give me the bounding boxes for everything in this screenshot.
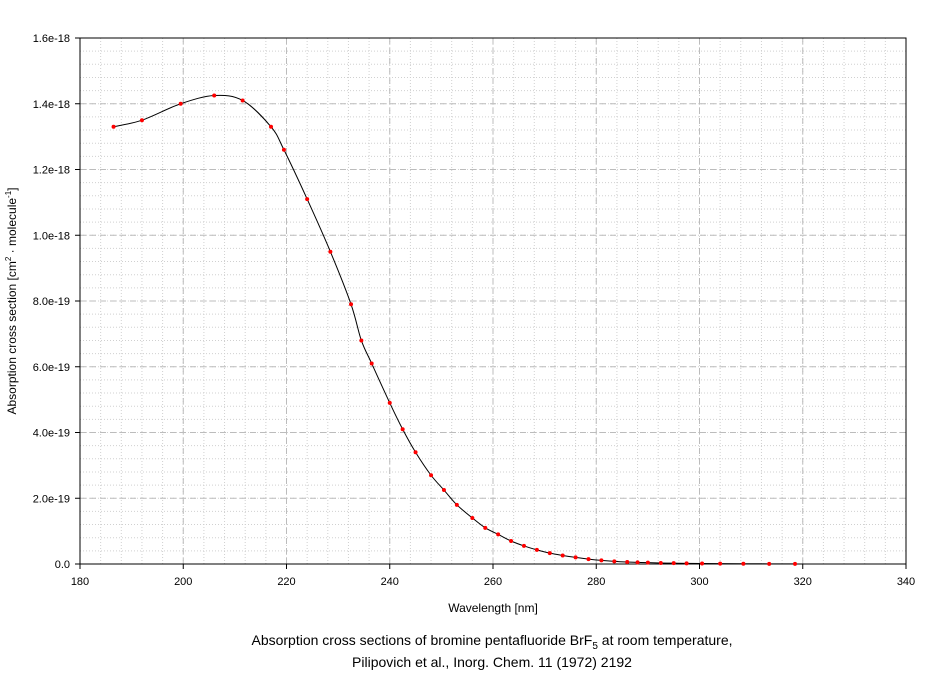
y-axis-title: Absorption cross section [cm2 · molecule… bbox=[4, 187, 19, 414]
series-layer bbox=[111, 93, 798, 566]
data-point bbox=[470, 515, 475, 520]
x-tick-label: 280 bbox=[587, 576, 605, 588]
data-point bbox=[547, 551, 552, 556]
data-point bbox=[684, 561, 689, 566]
caption-line-1-sub: 5 bbox=[592, 641, 598, 652]
data-point bbox=[111, 124, 116, 129]
data-point bbox=[441, 488, 446, 493]
x-tick-label: 180 bbox=[71, 576, 89, 588]
data-point bbox=[496, 532, 501, 537]
data-point bbox=[793, 561, 798, 566]
data-point bbox=[305, 197, 310, 202]
data-point bbox=[483, 525, 488, 530]
y-tick-label: 2.0e-19 bbox=[33, 493, 70, 505]
y-tick-label: 1.0e-18 bbox=[33, 230, 70, 242]
caption-line-2: Pilipovich et al., Inorg. Chem. 11 (1972… bbox=[352, 654, 632, 670]
data-point bbox=[400, 427, 405, 432]
data-point bbox=[328, 249, 333, 254]
x-tick-label: 320 bbox=[794, 576, 812, 588]
y-axis-ticks: 0.0 2.0e-19 4.0e-19 6.0e-19 8.0e-19 1.0e-18 1.… bbox=[33, 33, 80, 571]
data-point bbox=[612, 559, 617, 564]
caption-line-1-suffix: at room temperature, bbox=[598, 632, 733, 648]
data-point bbox=[429, 473, 434, 478]
data-point bbox=[269, 124, 274, 129]
x-tick-label: 200 bbox=[174, 576, 192, 588]
y-axis-title-prefix: Absorption cross section [cm bbox=[5, 261, 19, 414]
series-line bbox=[113, 94, 796, 565]
data-point bbox=[560, 553, 565, 558]
y-axis-title-sup1: 2 bbox=[4, 256, 13, 261]
x-axis-ticks: 180 200 220 240 260 280 300 320 340 bbox=[71, 564, 915, 588]
data-point bbox=[573, 555, 578, 560]
y-tick-label: 1.4e-18 bbox=[33, 99, 70, 111]
major-grid bbox=[80, 38, 906, 564]
x-tick-label: 220 bbox=[277, 576, 295, 588]
data-point bbox=[359, 338, 364, 343]
caption-line-1: Absorption cross sections of bromine pen… bbox=[251, 632, 732, 652]
data-point bbox=[521, 543, 526, 548]
data-point bbox=[178, 101, 183, 106]
data-point bbox=[645, 560, 650, 565]
data-point bbox=[349, 302, 354, 307]
x-tick-label: 240 bbox=[381, 576, 399, 588]
data-point bbox=[718, 561, 723, 566]
y-tick-label: 4.0e-19 bbox=[33, 428, 70, 440]
y-tick-label: 8.0e-19 bbox=[33, 296, 70, 308]
y-axis-title-middle: · molecule bbox=[5, 198, 19, 257]
data-point bbox=[454, 502, 459, 507]
data-point bbox=[369, 361, 374, 366]
y-tick-label: 1.2e-18 bbox=[33, 165, 70, 177]
y-tick-label: 6.0e-19 bbox=[33, 362, 70, 374]
data-point bbox=[281, 147, 286, 152]
data-point bbox=[212, 93, 217, 98]
data-point bbox=[599, 558, 604, 563]
x-axis-title: Wavelength [nm] bbox=[448, 601, 538, 615]
data-point bbox=[240, 98, 245, 103]
data-point bbox=[741, 561, 746, 566]
x-tick-label: 300 bbox=[690, 576, 708, 588]
y-axis-title-sup2: -1 bbox=[4, 190, 13, 198]
data-point bbox=[700, 561, 705, 566]
data-point bbox=[671, 561, 676, 566]
data-point bbox=[767, 561, 772, 566]
data-point bbox=[625, 560, 630, 565]
data-point bbox=[534, 547, 539, 552]
x-tick-label: 260 bbox=[484, 576, 502, 588]
y-tick-label: 0.0 bbox=[55, 559, 70, 571]
x-tick-label: 340 bbox=[897, 576, 915, 588]
data-point bbox=[509, 538, 514, 543]
caption-line-1-prefix: Absorption cross sections of bromine pen… bbox=[251, 632, 592, 648]
data-point bbox=[586, 557, 591, 562]
data-point bbox=[387, 400, 392, 405]
data-point bbox=[635, 560, 640, 565]
y-axis-title-suffix: ] bbox=[5, 187, 19, 190]
data-point bbox=[658, 561, 663, 566]
y-tick-label: 1.6e-18 bbox=[33, 33, 70, 45]
data-point bbox=[413, 450, 418, 455]
data-point bbox=[139, 118, 144, 123]
